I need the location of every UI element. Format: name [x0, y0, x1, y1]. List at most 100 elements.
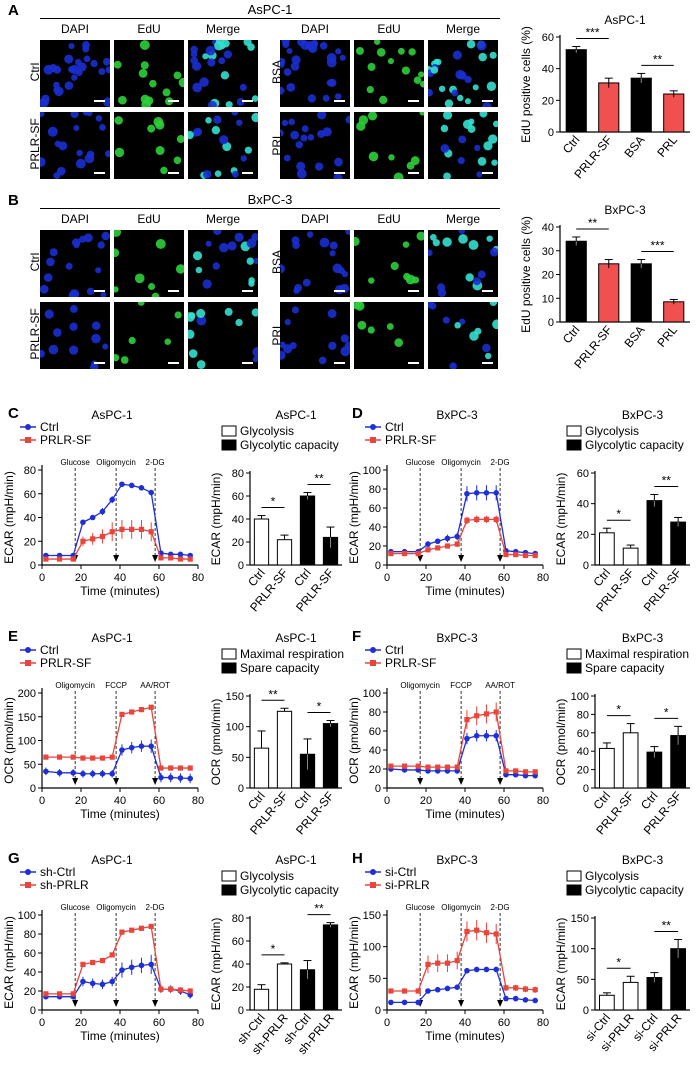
- chart-title: AsPC-1: [91, 408, 133, 422]
- data-point: [464, 717, 470, 723]
- series-line: [390, 929, 536, 992]
- injection-label: 2-DG: [146, 903, 165, 912]
- y-tick-label: 40: [577, 499, 589, 511]
- edu-micrograph: [354, 302, 424, 369]
- significance-label: ***: [650, 239, 664, 253]
- edu-micrograph: [354, 230, 424, 297]
- panel-label-b: B: [8, 192, 19, 209]
- y-tick-label: 80: [232, 913, 244, 925]
- edu-micrograph: [354, 112, 424, 179]
- injection-arrow: [497, 555, 504, 562]
- data-point: [454, 984, 460, 990]
- legend-label: Glycolysis: [240, 424, 294, 438]
- data-point: [89, 770, 96, 777]
- y-tick-label: 80: [369, 484, 381, 496]
- data-point: [474, 713, 480, 719]
- series-line: [390, 492, 536, 555]
- chart-title: AsPC-1: [275, 408, 317, 422]
- dapi-micrograph: [40, 112, 110, 179]
- x-axis-label: Time (minutes): [80, 1029, 160, 1043]
- y-tick-label: 0: [548, 127, 554, 139]
- dapi-micrograph: [280, 112, 350, 179]
- bar: [299, 495, 316, 566]
- data-point: [138, 743, 145, 749]
- data-point: [148, 743, 154, 749]
- significance-label: *: [616, 955, 621, 969]
- panel-b-title: BxPC-3: [247, 192, 293, 207]
- injection-label: Oligomycin: [55, 681, 95, 690]
- y-tick-label: 100: [363, 688, 381, 700]
- data-point: [425, 988, 431, 994]
- y-tick-label: 20: [577, 529, 589, 541]
- data-point: [464, 928, 470, 935]
- data-point: [119, 711, 125, 717]
- data-point: [90, 755, 96, 761]
- bar: [598, 82, 620, 133]
- x-tick-label: 60: [498, 572, 510, 584]
- chart-title: AsPC-1: [91, 853, 133, 867]
- data-point: [99, 533, 106, 540]
- x-axis-label: Time (minutes): [80, 807, 160, 821]
- bar: [565, 49, 587, 133]
- data-point: [109, 529, 115, 535]
- column-label-edu: EdU: [377, 22, 401, 36]
- legend-label: Ctrl: [385, 643, 404, 657]
- data-point: [70, 770, 76, 776]
- data-point: [435, 960, 441, 966]
- injection-label: Oligomycin: [96, 458, 136, 467]
- x-tick-label: 20: [75, 795, 87, 807]
- y-tick-label: 80: [232, 468, 244, 480]
- data-point: [473, 966, 480, 973]
- bar: [253, 518, 270, 566]
- x-tick-label: 40: [114, 572, 126, 584]
- x-tick-label: 0: [384, 795, 390, 807]
- x-tick-label: 0: [39, 572, 45, 584]
- row-label: PRLR-SF: [28, 308, 42, 360]
- data-point: [158, 765, 164, 771]
- merge-micrograph: [188, 230, 258, 297]
- data-point: [187, 775, 193, 782]
- y-tick-label: 40: [369, 522, 381, 534]
- injection-arrow: [113, 1000, 120, 1007]
- data-point: [109, 952, 115, 958]
- data-point: [80, 978, 86, 985]
- injection-label: Oligomycin: [441, 458, 481, 467]
- bar: [630, 77, 652, 133]
- y-axis-label: ECAR (mpH/min): [209, 473, 223, 566]
- legend-marker: [25, 660, 31, 666]
- data-point: [532, 987, 538, 993]
- significance-label: *: [317, 700, 322, 714]
- y-tick-label: 60: [232, 936, 244, 948]
- column-label-merge: Merge: [445, 212, 480, 226]
- x-tick-label: 80: [192, 1017, 204, 1029]
- merge-micrograph: [188, 302, 258, 369]
- row-label: BSA: [270, 250, 284, 275]
- y-tick-label: 0: [548, 317, 554, 329]
- data-point: [503, 551, 509, 558]
- chart-title: BxPC-3: [436, 853, 478, 867]
- data-point: [148, 704, 154, 710]
- dapi-micrograph: [280, 40, 350, 107]
- injection-arrow: [458, 778, 465, 785]
- significance-label: *: [664, 705, 669, 719]
- data-point: [70, 991, 76, 997]
- merge-micrograph: [428, 302, 498, 369]
- data-point: [158, 986, 164, 992]
- y-axis-label: ECAR (mpH/min): [2, 471, 16, 564]
- legend-marker: [370, 660, 376, 666]
- y-tick-label: 20: [24, 536, 36, 548]
- data-point: [454, 533, 460, 540]
- injection-label: Glucose: [405, 903, 435, 912]
- data-point: [43, 754, 49, 760]
- data-point: [129, 526, 135, 532]
- x-tick-label: 20: [75, 572, 87, 584]
- x-tick-label: 60: [153, 1017, 165, 1029]
- panel-a-title: AsPC-1: [247, 2, 293, 17]
- data-point: [425, 547, 431, 553]
- significance-label: **: [662, 918, 672, 932]
- data-point: [177, 987, 184, 993]
